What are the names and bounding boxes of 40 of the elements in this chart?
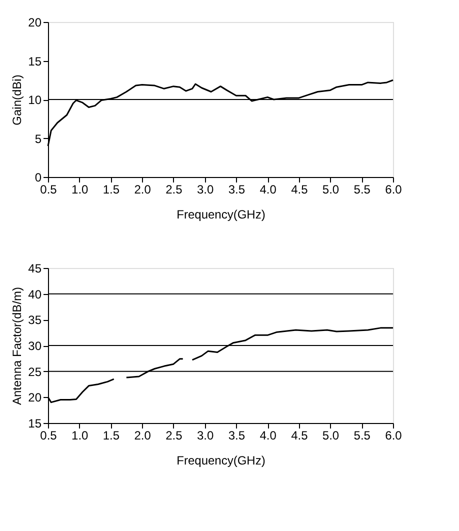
y-tick-label: 20: [28, 16, 42, 30]
y-tick-label: 5: [34, 132, 42, 146]
x-tick-label: 3.0: [196, 182, 214, 196]
y-tick-label: 15: [28, 416, 42, 430]
x-tick-label: 5.0: [322, 428, 340, 442]
x-tick-label: 2.0: [134, 428, 152, 442]
x-tick-label: 4.5: [291, 182, 308, 196]
x-tick-label: 0.5: [40, 182, 58, 196]
y-tick-label: 30: [28, 339, 42, 353]
x-tick-label: 3.0: [196, 428, 214, 442]
y-tick-label: 15: [28, 54, 42, 68]
x-tick-label: 1.0: [72, 182, 89, 196]
x-tick-label: 1.5: [102, 182, 120, 196]
x-tick-label: 0.5: [40, 428, 58, 442]
y-tick-label: 10: [28, 93, 42, 107]
y-tick-label: 25: [28, 364, 42, 379]
x-tick-label: 4.0: [260, 182, 277, 196]
x-tick-label: 6.0: [385, 182, 402, 196]
y-tick-label: 40: [28, 287, 42, 302]
x-tick-label: 1.5: [102, 428, 120, 442]
x-tick-label: 3.5: [228, 182, 246, 196]
y-tick-label: 20: [28, 390, 42, 405]
y-tick-label: 45: [28, 262, 42, 276]
x-tick-label: 3.5: [228, 428, 246, 442]
y-axis-title: Antenna Factor(dB/m): [10, 286, 24, 406]
x-tick-label: 4.0: [260, 428, 277, 442]
x-tick-label: 5.0: [322, 182, 340, 196]
x-tick-label: 1.0: [72, 428, 89, 442]
x-tick-label: 5.5: [354, 428, 371, 442]
x-tick-label: 2.5: [166, 182, 183, 196]
x-tick-label: 6.0: [385, 428, 402, 442]
x-tick-label: 5.5: [354, 182, 371, 196]
x-tick-label: 4.5: [291, 428, 308, 442]
y-tick-label: 35: [28, 313, 42, 328]
x-tick-label: 2.5: [166, 428, 183, 442]
x-axis-title: Frequency(GHz): [176, 208, 266, 222]
x-tick-label: 2.0: [134, 182, 152, 196]
x-axis-title: Frequency(GHz): [176, 454, 266, 468]
y-tick-label: 0: [34, 170, 42, 184]
y-axis-title: Gain(dBi): [10, 74, 24, 126]
